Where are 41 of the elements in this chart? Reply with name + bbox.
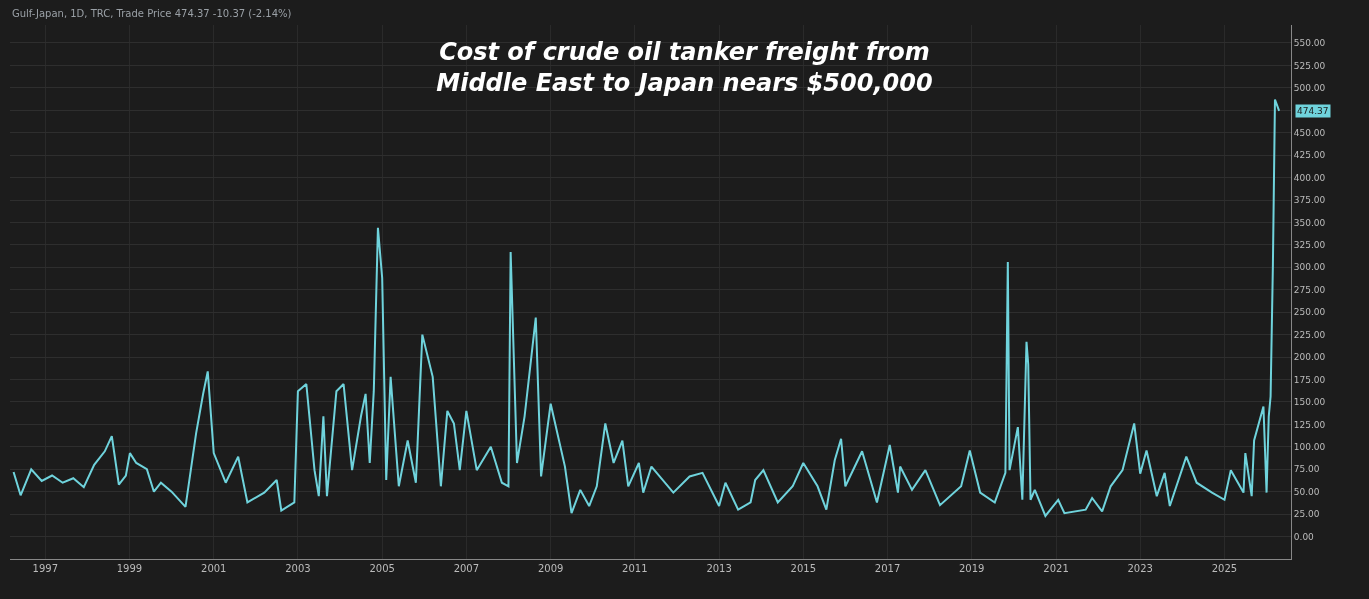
x-tick-label: 2017 xyxy=(874,563,901,574)
y-tick-label: 400.00 xyxy=(1293,172,1326,183)
x-tick-label: 2025 xyxy=(1211,563,1238,574)
y-tick-label: 0.00 xyxy=(1293,531,1315,542)
x-tick-label: 2007 xyxy=(453,563,480,574)
text: Gulf-Japan, 1D, TRC, Trade Price 474.37 -10.37 (-2.14%) xyxy=(12,8,292,19)
y-tick-label: 100.00 xyxy=(1293,441,1326,452)
x-tick-label: 2003 xyxy=(285,563,311,574)
x-tick-label: 2019 xyxy=(959,563,985,574)
x-tick-label: 1999 xyxy=(116,563,143,574)
y-tick-label: 250.00 xyxy=(1293,307,1326,318)
y-tick-label: 175.00 xyxy=(1293,374,1326,385)
x-tick-label: 2001 xyxy=(201,563,227,574)
y-tick-label: 150.00 xyxy=(1293,397,1326,408)
y-tick-label: 225.00 xyxy=(1293,329,1326,340)
x-tick-label: 2023 xyxy=(1127,563,1153,574)
line-series xyxy=(12,98,1281,517)
y-tick-label: 200.00 xyxy=(1293,352,1326,363)
x-tick-label: 1997 xyxy=(32,563,59,574)
x-tick-label: 2013 xyxy=(706,563,732,574)
y-tick-label: 25.00 xyxy=(1293,509,1320,520)
x-tick-label: 2011 xyxy=(622,563,648,574)
y-tick-label: 450.00 xyxy=(1293,127,1326,138)
y-tick-label: 75.00 xyxy=(1293,464,1320,475)
y-tick-label: 375.00 xyxy=(1293,195,1326,206)
y-tick-label: 275.00 xyxy=(1293,284,1326,295)
y-tick-label: 50.00 xyxy=(1293,486,1320,497)
y-tick-label: 325.00 xyxy=(1293,240,1326,251)
x-tick-label: 2005 xyxy=(369,563,395,574)
y-tick-label: 125.00 xyxy=(1293,419,1326,430)
y-tick-label: 525.00 xyxy=(1293,60,1326,71)
y-tick-label: 500.00 xyxy=(1293,82,1326,93)
y-tick-label: 350.00 xyxy=(1293,217,1326,228)
text: Cost of crude oil tanker freight from Middle East to Japan nears $500,000 xyxy=(436,37,933,98)
x-tick-label: 2009 xyxy=(537,563,564,574)
y-tick-label: 550.00 xyxy=(1293,38,1326,49)
y-tick-label: 300.00 xyxy=(1293,262,1326,273)
y-tick-label: 425.00 xyxy=(1293,150,1326,161)
x-tick-label: 2021 xyxy=(1043,563,1069,574)
text: 474.37 xyxy=(1297,106,1329,116)
x-tick-label: 2015 xyxy=(790,563,816,574)
